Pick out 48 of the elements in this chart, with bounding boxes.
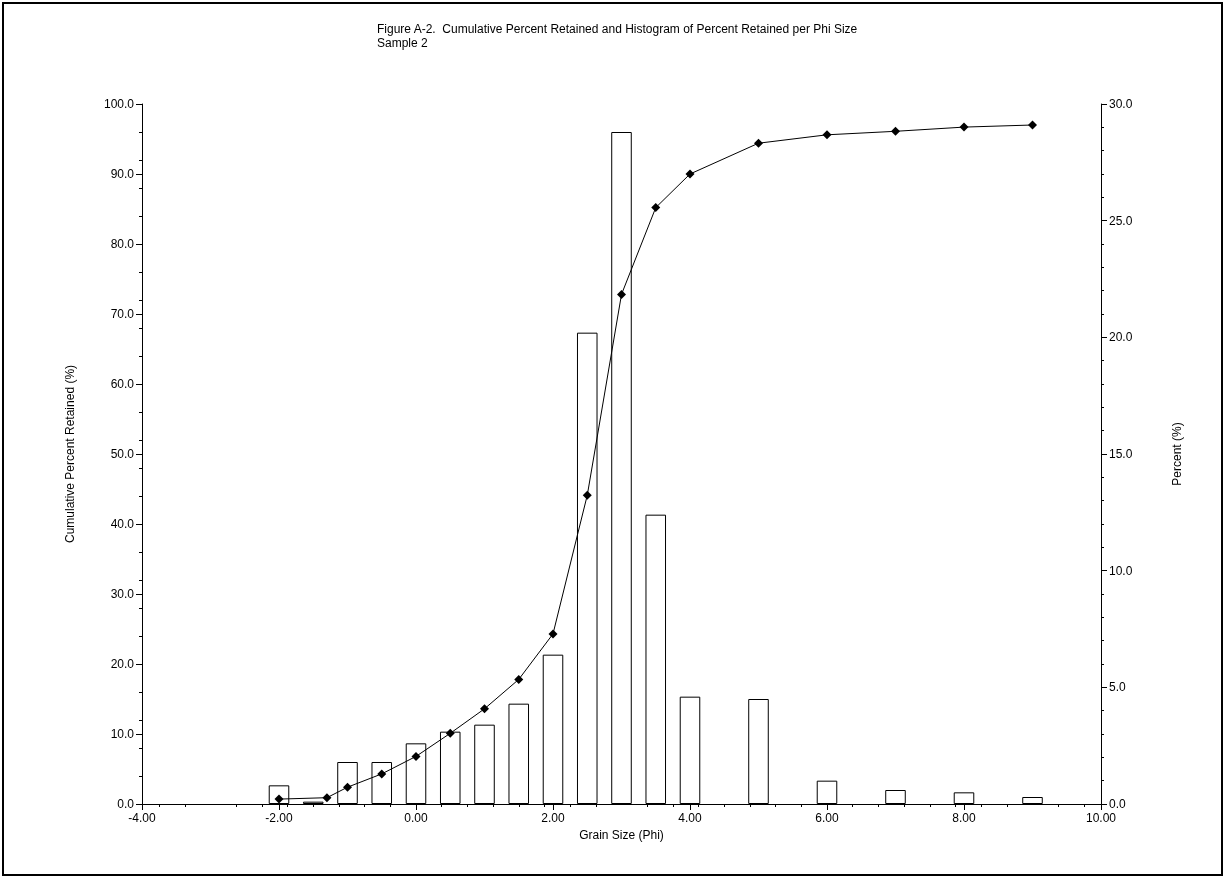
y-tick-label: 50.0 xyxy=(110,447,135,461)
y-tick-label: 80.0 xyxy=(110,237,135,251)
point xyxy=(959,122,969,132)
point xyxy=(822,130,832,140)
point xyxy=(377,769,387,779)
y-tick-label: 100.0 xyxy=(103,97,135,111)
y-axis-title: Cumulative Percent Retained (%) xyxy=(63,364,77,544)
point xyxy=(651,203,661,213)
y2-tick-label: 30.0 xyxy=(1109,97,1133,111)
y-tick-label: 30.0 xyxy=(110,587,135,601)
y2-tick-label: 0.0 xyxy=(1109,797,1127,811)
x-axis-title: Grain Size (Phi) xyxy=(579,827,664,842)
x-tick-label: -4.00 xyxy=(128,811,156,825)
y2-tick-label: 20.0 xyxy=(1109,330,1133,345)
chart-subtitle: Sample 2 xyxy=(377,36,429,50)
point xyxy=(891,126,900,136)
y2-tick-label: 15.0 xyxy=(1109,447,1133,461)
y-tick-label: 70.0 xyxy=(110,307,135,321)
y-tick-label: 60.0 xyxy=(110,377,135,391)
point xyxy=(514,674,524,684)
y-tick-label: 0.0 xyxy=(117,797,135,811)
point xyxy=(685,169,695,179)
y2-tick-label: 10.0 xyxy=(1109,563,1133,578)
point xyxy=(322,793,332,803)
x-tick-label: 2.00 xyxy=(541,811,565,825)
y-tick-label: 10.0 xyxy=(110,727,135,741)
point xyxy=(617,289,626,299)
x-tick-label: 6.00 xyxy=(815,811,839,825)
point xyxy=(1028,120,1037,130)
x-tick-label: 10.00 xyxy=(1085,811,1117,825)
y-tick-label: 20.0 xyxy=(110,657,135,671)
x-tick-label: 8.00 xyxy=(952,811,976,825)
point xyxy=(582,490,592,500)
y-tick-label: 90.0 xyxy=(110,167,135,181)
x-tick-label: 4.00 xyxy=(678,811,702,825)
point xyxy=(343,782,352,792)
y2-axis-title: Percent (%) xyxy=(1170,422,1184,486)
x-tick-label: 0.00 xyxy=(404,811,428,825)
point xyxy=(548,629,558,639)
y-tick-label: 40.0 xyxy=(110,517,135,531)
x-tick-label: -2.00 xyxy=(265,811,293,825)
point xyxy=(445,728,455,738)
point xyxy=(754,138,763,148)
point xyxy=(480,704,489,714)
y2-tick-label: 5.0 xyxy=(1109,680,1127,695)
point xyxy=(411,751,421,761)
y2-tick-label: 25.0 xyxy=(1109,213,1133,228)
chart-title: Figure A-2. Cumulative Percent Retained and Histogram of Percent Retained per Phi Size xyxy=(377,22,858,36)
